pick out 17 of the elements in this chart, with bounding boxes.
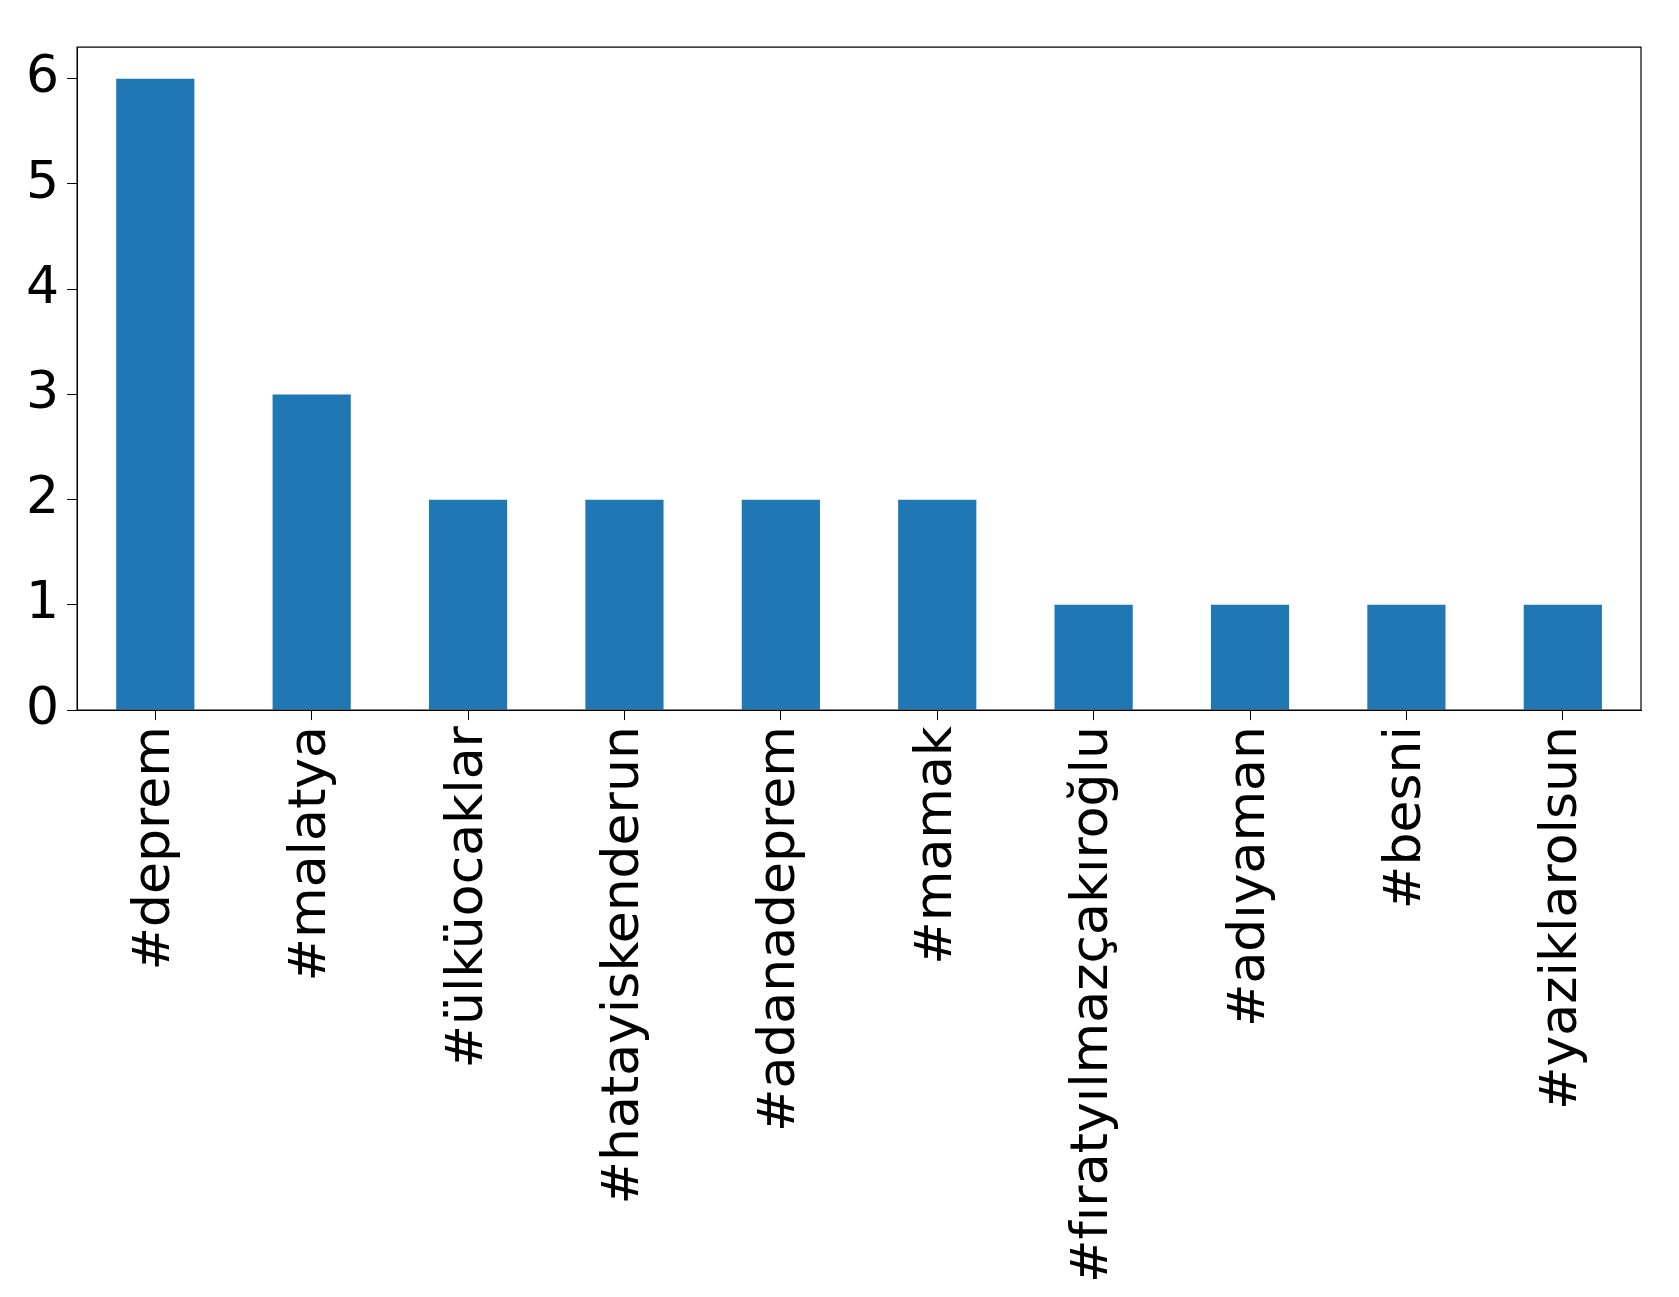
x-tick-label: #ülküocaklar — [433, 725, 494, 1069]
x-tick-label: #malatya — [277, 726, 338, 982]
x-tick-label: #deprem — [120, 726, 181, 971]
x-tick-label: #adıyaman — [1215, 726, 1276, 1028]
x-tick-label: #mamak — [902, 726, 963, 965]
x-tick-label: #hatayiskenderun — [589, 726, 650, 1205]
y-tick-label: 5 — [25, 149, 60, 210]
y-tick-label: 0 — [25, 675, 60, 736]
y-tick-label: 1 — [25, 570, 60, 631]
y-tick-label: 3 — [25, 359, 60, 420]
y-tick-label: 4 — [25, 254, 60, 315]
x-tick-label: #yaziklarolsun — [1528, 726, 1589, 1110]
y-tick-label: 6 — [25, 44, 60, 105]
x-tick-label: #adanadeprem — [746, 726, 807, 1133]
x-tick-label: #besni — [1371, 726, 1432, 910]
y-tick-label: 2 — [25, 465, 60, 526]
x-tick-label: #fıratyılmazçakıroğlu — [1059, 726, 1120, 1283]
